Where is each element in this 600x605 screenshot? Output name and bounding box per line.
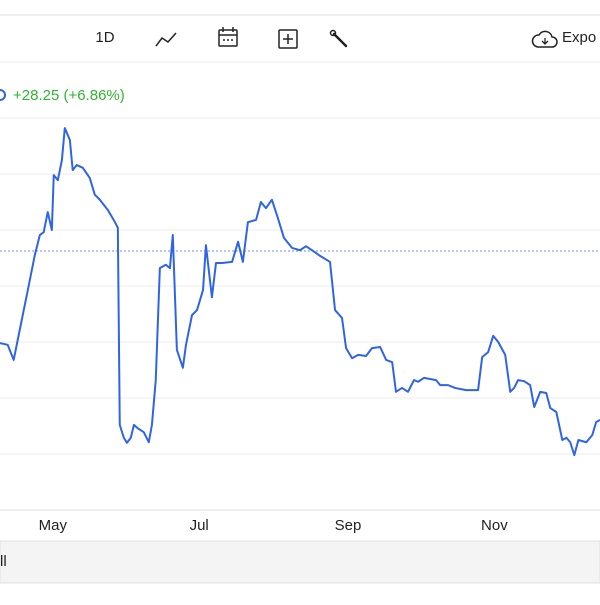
range-label[interactable]: ll [0, 553, 7, 570]
price-line [0, 127, 600, 457]
export-label[interactable]: Expo [562, 29, 596, 46]
x-tick-label: Sep [335, 517, 362, 534]
legend-marker [0, 89, 6, 101]
tools-icon[interactable] [329, 29, 348, 48]
add-indicator-icon[interactable] [278, 29, 298, 49]
range-bar [0, 540, 600, 584]
calendar-icon[interactable] [218, 27, 238, 47]
price-change: +28.25 (+6.86%) [13, 87, 125, 104]
x-tick-label: Nov [481, 517, 508, 534]
x-tick-label: May [39, 517, 68, 534]
chart-type-icon[interactable] [155, 32, 177, 47]
interval-button[interactable]: 1D [95, 29, 114, 46]
export-button[interactable]: Expo [531, 29, 596, 48]
x-tick-label: Jul [190, 517, 209, 534]
